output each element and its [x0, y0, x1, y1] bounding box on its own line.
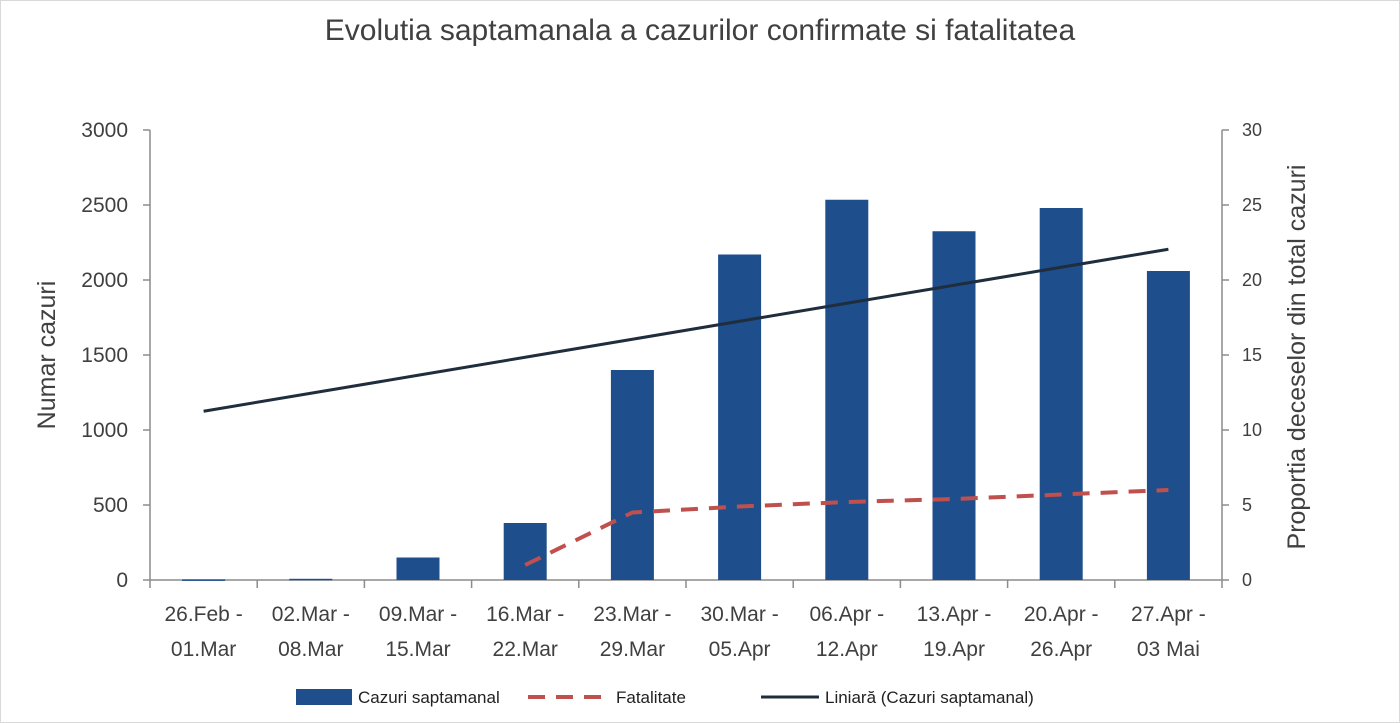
x-tick-label: 19.Apr	[923, 638, 985, 661]
bar	[182, 579, 226, 581]
x-tick-label: 13.Apr -	[917, 603, 992, 626]
x-tick-label: 26.Apr	[1030, 638, 1092, 661]
y2-axis-title: Proportia deceselor din total cazuri	[1283, 165, 1311, 550]
trendline-series	[203, 247, 1169, 413]
bar	[932, 231, 976, 580]
legend-swatch-bar	[296, 689, 352, 705]
right-tick-label: 20	[1242, 270, 1262, 290]
chart-title: Evolutia saptamanala a cazurilor confirm…	[324, 14, 1076, 47]
right-tick-label: 5	[1242, 495, 1252, 515]
right-tick-label: 0	[1242, 570, 1252, 590]
right-tick-label: 15	[1242, 345, 1262, 365]
right-tick-label: 25	[1242, 195, 1262, 215]
legend-label: Cazuri saptamanal	[358, 688, 500, 707]
x-tick-label: 01.Mar	[171, 638, 236, 661]
x-tick-label: 05.Apr	[709, 638, 771, 661]
right-tick-label: 30	[1242, 120, 1262, 140]
left-tick-label: 1500	[81, 344, 128, 367]
fatality-line-series	[524, 488, 1169, 567]
x-tick-label: 26.Feb -	[164, 603, 242, 626]
legend-label: Liniară (Cazuri saptamanal)	[825, 688, 1034, 707]
right-tick-label: 10	[1242, 420, 1262, 440]
bar	[610, 370, 654, 580]
x-tick-label: 30.Mar -	[701, 603, 779, 626]
left-tick-label: 0	[116, 569, 128, 592]
x-tick-label: 27.Apr -	[1131, 603, 1206, 626]
x-tick-label: 03 Mai	[1137, 638, 1200, 661]
x-tick-label: 29.Mar	[600, 638, 665, 661]
x-tick-label: 22.Mar	[493, 638, 558, 661]
x-tick-label: 23.Mar -	[593, 603, 671, 626]
left-tick-label: 1000	[81, 419, 128, 442]
bar	[825, 199, 869, 580]
bar	[503, 523, 547, 580]
x-tick-label: 16.Mar -	[486, 603, 564, 626]
y-axis-title: Numar cazuri	[33, 281, 61, 430]
bar	[289, 578, 333, 581]
x-tick-label: 08.Mar	[278, 638, 343, 661]
bar	[718, 254, 762, 580]
legend-label: Fatalitate	[616, 688, 686, 707]
x-tick-label: 06.Apr -	[809, 603, 884, 626]
x-tick-label: 20.Apr -	[1024, 603, 1099, 626]
x-tick-label: 15.Mar	[385, 638, 450, 661]
x-tick-label: 02.Mar -	[272, 603, 350, 626]
bar	[1146, 271, 1190, 580]
left-tick-label: 2000	[81, 269, 128, 292]
left-tick-label: 500	[93, 494, 128, 517]
x-tick-label: 09.Mar -	[379, 603, 457, 626]
bar	[396, 557, 440, 580]
left-tick-label: 2500	[81, 194, 128, 217]
left-tick-label: 3000	[81, 119, 128, 142]
x-tick-label: 12.Apr	[816, 638, 878, 661]
